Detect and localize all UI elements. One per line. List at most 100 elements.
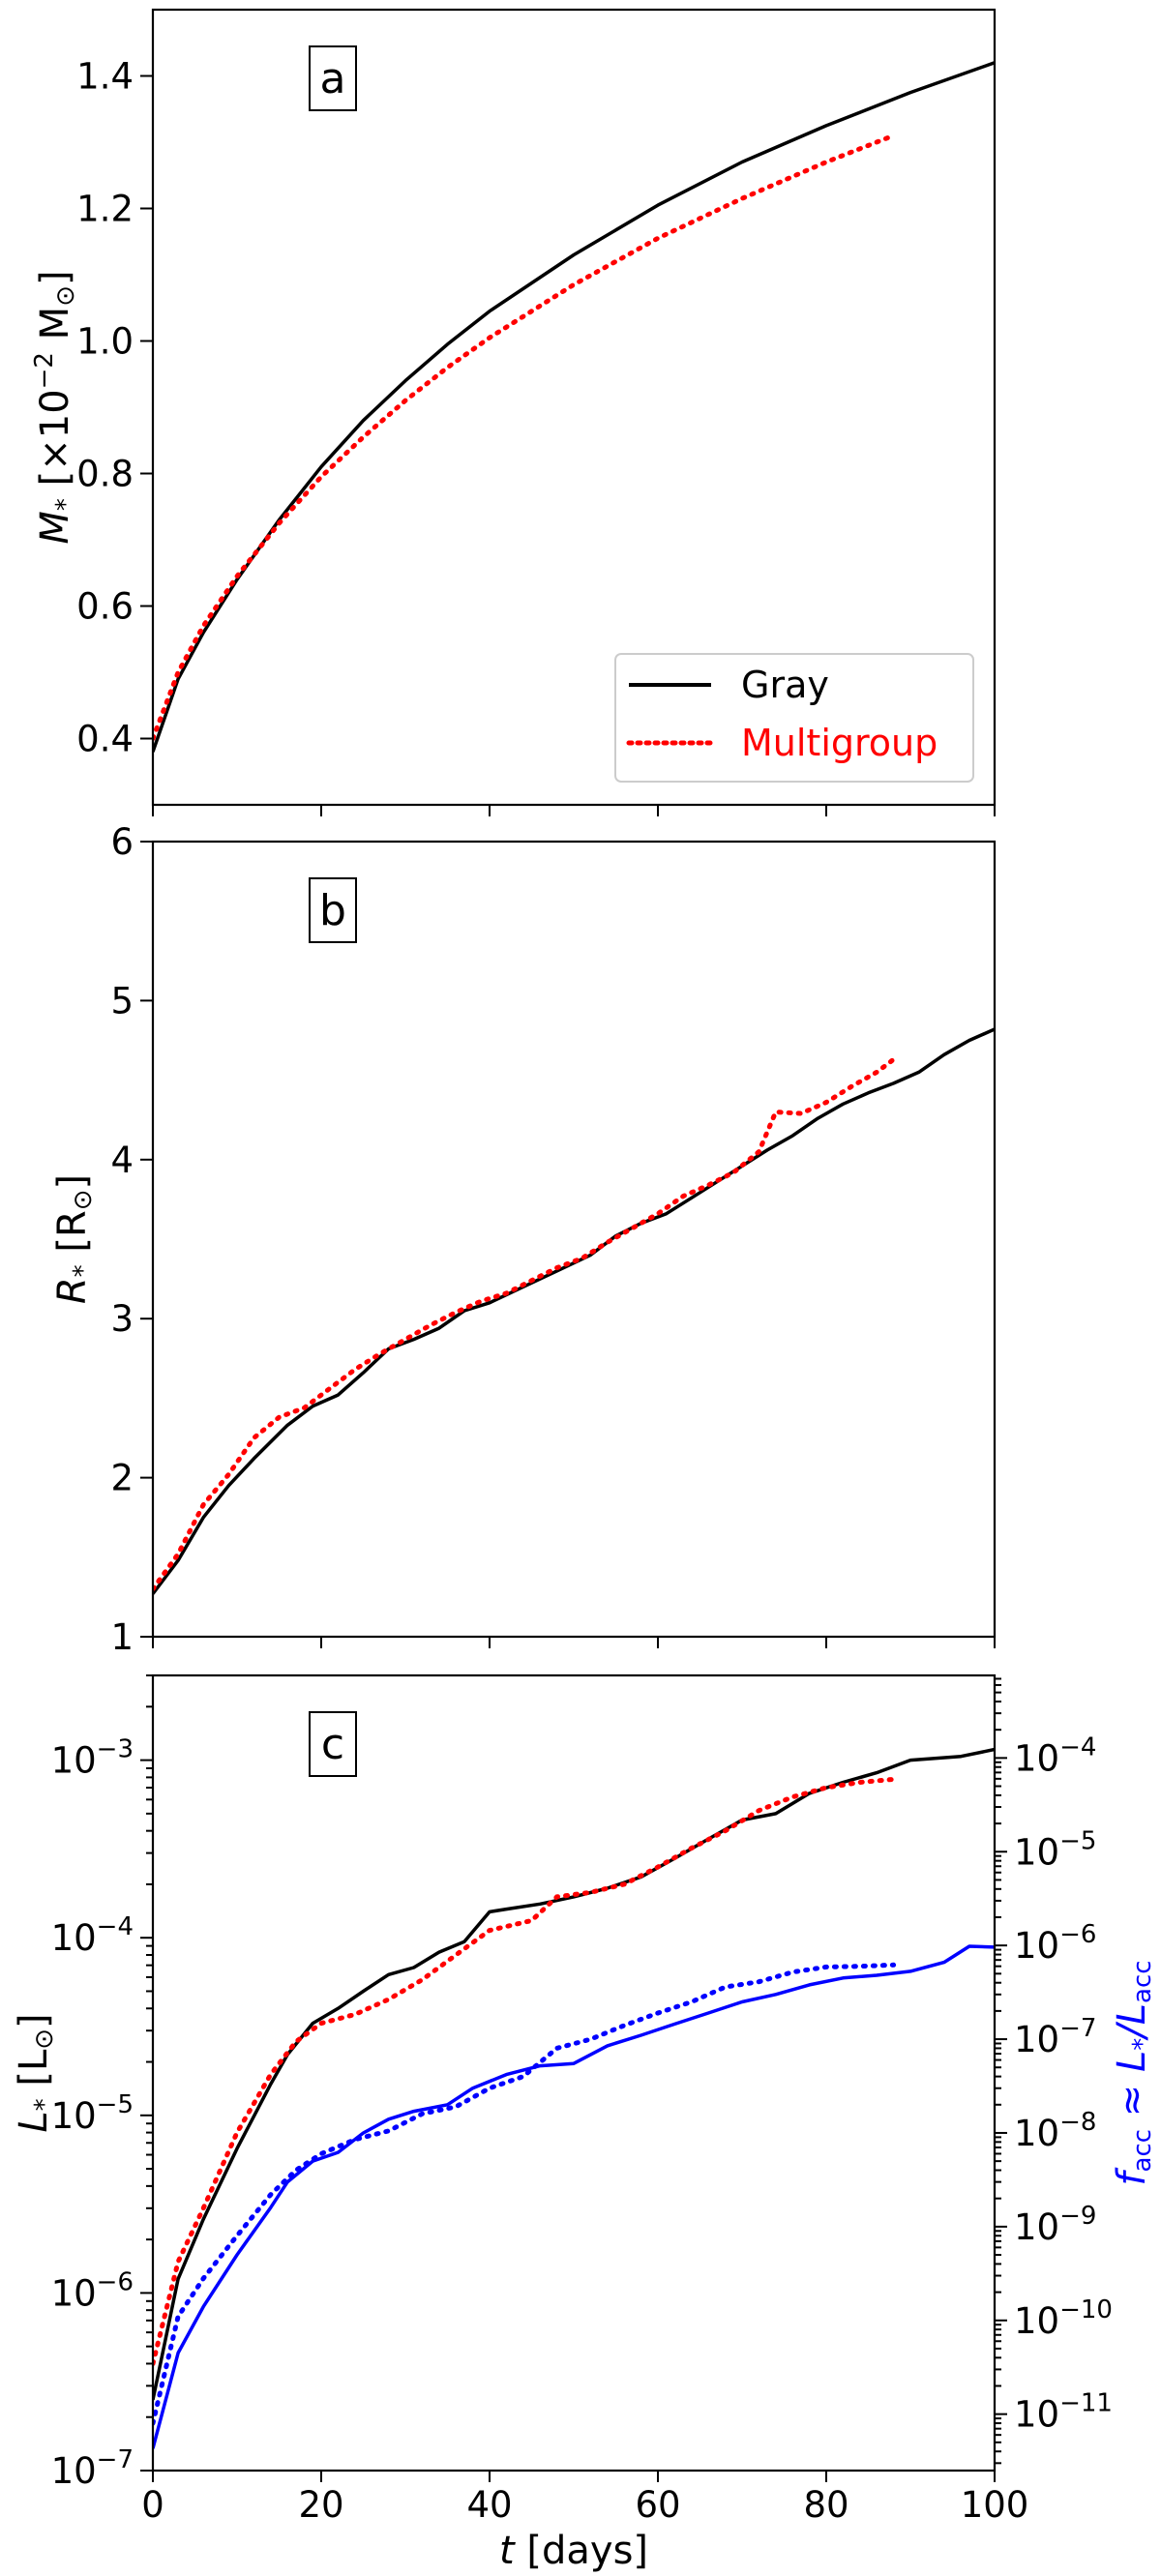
panel-c-ylabel-subscript: * <box>30 2098 59 2111</box>
panel-c-x-tick-label: 0 <box>141 2484 164 2526</box>
panel-a-ylabel-msun: M <box>33 307 77 352</box>
panel-a-series <box>153 61 995 753</box>
panel-c-y2label-f-subscript: acc <box>1128 2129 1157 2173</box>
panel-c-letter-box <box>309 1711 357 1777</box>
panel-c-y2-tick-label: 10−6 <box>1014 1920 1096 1967</box>
panel-c-y2-tick-label: 10−7 <box>1014 2014 1096 2060</box>
panel-c-y-tick-label-base: 10 <box>51 1740 97 1782</box>
panel-c-ylabel-unit: [L <box>12 2049 56 2098</box>
panel-c-y2-tick-label-exponent: −9 <box>1059 2202 1096 2231</box>
panel-c-y2label: facc ≈ L*/Lacc <box>1110 1960 1157 2185</box>
panel-c-y-tick-label: 10−4 <box>51 1912 134 1959</box>
panel-b-ylabel-sun-symbol: ⊙ <box>69 1189 98 1210</box>
panel-c-letter: c <box>321 1720 344 1769</box>
panel-c-ylabel-sun-symbol: ⊙ <box>30 2028 59 2050</box>
panel-c-y2-tick-label-exponent: −5 <box>1059 1826 1096 1855</box>
panel-b-ylabel-unit: [R <box>50 1210 95 1264</box>
panel-c-y2-tick-label-exponent: −6 <box>1059 1920 1096 1949</box>
panel-c-y2-tick-label-base: 10 <box>1014 1831 1059 1873</box>
panel-c-y2-tick-label-exponent: −10 <box>1059 2295 1113 2324</box>
x-axis-label-unit: [days] <box>515 2529 648 2573</box>
panel-c-series-gray-facc-line <box>153 1944 995 2449</box>
panel-c-y2-tick-label-exponent: −7 <box>1059 2014 1096 2043</box>
panel-c-y-tick-label-exponent: −7 <box>97 2445 134 2474</box>
panel-c-y-tick-label-base: 10 <box>51 2095 97 2137</box>
panel-a-series-gray-line <box>153 61 995 753</box>
panel-c-y-tick-label-base: 10 <box>51 2272 97 2314</box>
panel-c-y-tick-label-exponent: −6 <box>97 2267 134 2296</box>
panel-a-ylabel-close: ] <box>33 270 77 285</box>
panel-c-y2-tick-label-base: 10 <box>1014 2206 1059 2248</box>
panel-a-ylabel-unit: [×10 <box>33 389 77 498</box>
panel-c-y-tick-label: 10−7 <box>51 2445 134 2492</box>
panel-c-y2-tick-label-exponent: −8 <box>1059 2108 1096 2137</box>
panel-a-ylabel-symbol: M <box>33 511 77 545</box>
panel-b-y-tick-label: 2 <box>110 1458 134 1499</box>
panel-c-y2-tick-label-base: 10 <box>1014 2019 1059 2060</box>
panel-c-y-tick-label-base: 10 <box>51 2450 97 2492</box>
panel-b-ylabel: R* [R⊙] <box>50 1174 98 1304</box>
panel-b: 1 2 3 4 5 6 b R* [R⊙] <box>50 821 997 1658</box>
panel-b-ticks: 1 2 3 4 5 6 <box>110 821 996 1658</box>
panel-c-x-tick-label: 40 <box>466 2484 512 2526</box>
panel-b-series <box>153 1027 995 1595</box>
panel-c-y2-tick-label: 10−9 <box>1014 2202 1096 2248</box>
panel-c-y2label-l-subscript: acc <box>1128 1960 1157 2003</box>
panel-a-ylabel-exponent: −2 <box>30 352 59 389</box>
panel-a-y-tick-label: 1.2 <box>76 189 134 230</box>
panel-c-y2-tick-label-exponent: −4 <box>1059 1732 1096 1762</box>
panel-b-y-tick-label: 1 <box>110 1616 134 1658</box>
panel-c-series-multigroup-line <box>153 1776 897 2366</box>
panel-c-frame <box>151 1673 997 2472</box>
panel-a-ylabel-sun-symbol: ⊙ <box>51 285 80 307</box>
panel-c-series <box>153 1747 995 2449</box>
legend-gray-label: Gray <box>741 664 829 706</box>
panel-a-ylabel: M* [×10−2 M⊙] <box>30 270 80 544</box>
panel-c-series-gray-line <box>153 1747 995 2401</box>
panel-c-y2-tick-label-base: 10 <box>1014 2394 1059 2436</box>
panel-c-y-tick-label: 10−6 <box>51 2267 134 2314</box>
legend-multigroup-label: Multigroup <box>741 722 938 764</box>
panel-c-y-tick-label-exponent: −5 <box>97 2090 134 2119</box>
panel-c-y2-tick-label-base: 10 <box>1014 1737 1059 1779</box>
panel-c-x-tick-label: 80 <box>803 2484 848 2526</box>
panel-c-y-tick-label: 10−5 <box>51 2090 134 2137</box>
panel-c-ticks: 0 20 40 60 80 10010−710−610−510−410−310−1110−… <box>51 1674 1113 2526</box>
panel-c-y-tick-label: 10−3 <box>51 1735 134 1782</box>
panel-c-y2-tick-label: 10−5 <box>1014 1826 1096 1873</box>
panel-c-series-multigroup-facc-line <box>153 1962 897 2426</box>
panel-b-ylabel-subscript: * <box>69 1264 98 1277</box>
panel-a-y-tick-label: 0.6 <box>76 586 134 628</box>
panel-b-series-gray-line <box>153 1027 995 1595</box>
panel-c-y-tick-label-exponent: −3 <box>97 1735 134 1764</box>
panel-c-y2-tick-label-exponent: −11 <box>1059 2389 1113 2418</box>
panel-c-ylabel-close: ] <box>12 2013 56 2028</box>
panel-b-ylabel-symbol: R <box>50 1277 95 1304</box>
panel-c-y2label-slash: /L <box>1110 2003 1154 2041</box>
panel-a-letter-box <box>309 45 357 111</box>
panel-a-frame <box>151 8 997 807</box>
panel-a-y-tick-label: 0.4 <box>76 719 134 760</box>
panel-c-y2label-approx: ≈ L <box>1110 2051 1154 2129</box>
panel-b-y-tick-label: 6 <box>110 821 134 863</box>
panel-b-y-tick-label: 5 <box>110 980 134 1022</box>
legend: Gray Multigroup <box>614 653 974 783</box>
panel-a: 0.40.60.81.01.21.4 a M* [×10−2 M⊙] Gray … <box>30 8 997 816</box>
panel-c-ylabel-symbol: L <box>12 2111 56 2132</box>
panel-a-letter: a <box>320 54 346 104</box>
x-axis-label: t [days] <box>499 2529 648 2573</box>
panel-b-frame <box>151 840 997 1639</box>
panel-c-y2-tick-label: 10−8 <box>1014 2108 1096 2154</box>
panel-a-series-multigroup-line <box>153 133 897 741</box>
panel-a-ticks: 0.4 0.6 0.8 1.0 1.2 1.4 <box>76 56 996 816</box>
panel-c-y2label-star: * <box>1128 2038 1157 2051</box>
panel-c-y2-tick-label-base: 10 <box>1014 2113 1059 2154</box>
panel-c-y-tick-label-base: 10 <box>51 1917 97 1959</box>
panel-c-x-tick-label: 60 <box>635 2484 680 2526</box>
panel-c-y2-tick-label: 10−10 <box>1014 2295 1113 2342</box>
panel-b-ylabel-close: ] <box>50 1174 95 1190</box>
panel-b-y-tick-label: 3 <box>110 1298 134 1340</box>
panel-c-x-tick-label: 100 <box>961 2484 1029 2526</box>
panel-c: 0 20 40 60 80 10010−710−610−510−410−310−1110−… <box>12 1673 1157 2526</box>
